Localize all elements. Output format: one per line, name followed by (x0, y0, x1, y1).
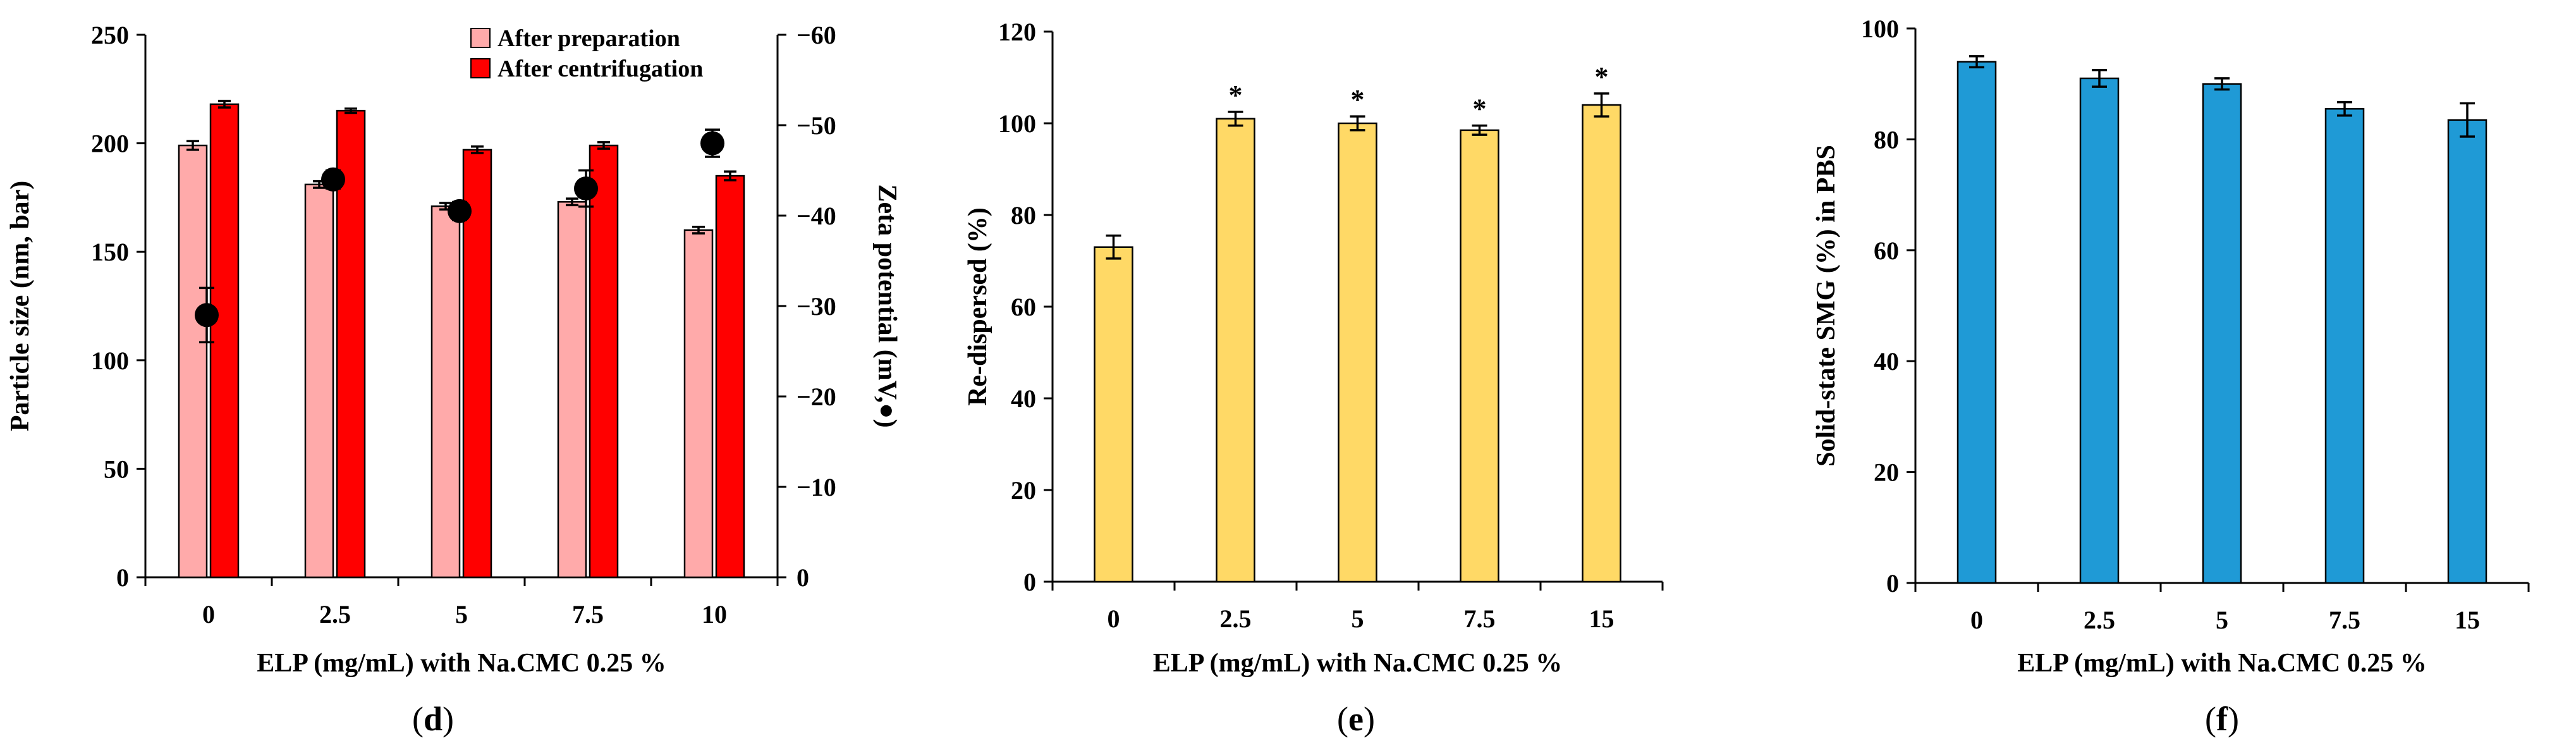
x-tick-label: 7.5 (2329, 606, 2360, 634)
legend-swatch (470, 58, 491, 78)
x-tick-label: 0 (202, 600, 215, 628)
bar-after-centrifugation (462, 149, 492, 579)
x-tick-label: 5 (455, 600, 468, 628)
bar-after-centrifugation (715, 175, 745, 579)
x-tick-label: 7.5 (1464, 604, 1496, 633)
x-axis-title: ELP (mg/mL) with Na.CMC 0.25 % (2017, 649, 2426, 678)
bar-after-centrifugation (209, 103, 240, 579)
panel-label: (e) (1337, 700, 1375, 738)
y-axis-right-title: Zeta potential (mV,●) (872, 184, 901, 427)
x-tick-label: 2.5 (2084, 606, 2115, 634)
y-tick-label: 40 (1874, 347, 1899, 376)
x-tick-label: 0 (1970, 606, 1983, 634)
zeta-point (448, 199, 472, 223)
y-right-tick-label: −10 (797, 473, 836, 501)
y-right-tick-label: −30 (797, 292, 836, 321)
y-tick-label: 60 (1874, 236, 1899, 265)
bar-solid-state-smg (2447, 119, 2487, 584)
significance-marker: * (1473, 94, 1487, 125)
bar-after-preparation (178, 144, 208, 579)
panel-label-letter: d (424, 700, 443, 738)
x-tick-label: 5 (2216, 606, 2228, 634)
bar-re-dispersed (1338, 122, 1377, 583)
bar-solid-state-smg (2079, 77, 2120, 584)
y-tick-label: 100 (998, 109, 1036, 138)
significance-marker: * (1595, 61, 1609, 92)
y-tick-label: 100 (91, 346, 129, 375)
y-axis-title: Solid-state SMG (%) in PBS (1812, 145, 1841, 467)
x-axis-title: ELP (mg/mL) with Na.CMC 0.25 % (257, 649, 666, 678)
zeta-point (195, 303, 219, 328)
y-tick-label: 0 (1886, 569, 1899, 598)
chart-panel-d: 0 50 100 150 200 250 0 2.5 5 7.5 10 ELP (mg/mL) wit… (6, 21, 901, 738)
y-right-tick-label: −60 (797, 21, 836, 49)
bar-after-preparation (557, 201, 587, 579)
y-tick-label: 80 (1011, 201, 1036, 230)
panel-label: (d) (412, 700, 454, 738)
y-right-tick-label: −40 (797, 202, 836, 230)
y-axis-title: Re-dispersed (%) (963, 207, 992, 406)
bar-solid-state-smg (2324, 107, 2365, 584)
panel-label-paren-open: ( (1337, 700, 1348, 738)
bar-re-dispersed (1460, 129, 1499, 583)
y-axis-title: Particle size (nm, bar) (6, 181, 35, 432)
y-tick-label: 20 (1874, 458, 1899, 487)
significance-marker: * (1351, 84, 1365, 115)
legend-swatch (470, 28, 491, 48)
zeta-point (574, 176, 598, 201)
y-tick-label: 100 (1861, 15, 1899, 43)
chart-panel-f: 0 20 40 60 80 100 0 2.5 5 7.5 15 ELP (mg/mL) with N… (1812, 15, 2530, 738)
y-tick-label: 0 (1023, 568, 1036, 596)
bar-re-dispersed (1094, 246, 1133, 583)
panel-label-paren-open: ( (412, 700, 424, 738)
bar-after-centrifugation (336, 109, 366, 579)
panel-label: (f) (2205, 700, 2239, 738)
x-tick-label: 15 (2455, 606, 2480, 634)
bar-solid-state-smg (2202, 83, 2242, 584)
x-tick-label: 7.5 (572, 600, 604, 628)
x-tick-label: 2.5 (319, 600, 351, 628)
x-tick-label: 0 (1108, 604, 1120, 633)
zeta-point (700, 131, 724, 156)
bar-after-centrifugation (589, 144, 619, 579)
chart-panel-e: 0 20 40 60 80 100 120 0 2.5 5 7.5 15 ELP (mg/mL) wit… (963, 18, 1664, 738)
y-tick-label: 20 (1011, 476, 1036, 505)
y-right-tick-label: −50 (797, 111, 836, 140)
y-tick-label: 60 (1011, 293, 1036, 321)
y-tick-label: 200 (91, 130, 129, 158)
y-tick-label: 50 (104, 455, 129, 483)
y-tick-label: 80 (1874, 125, 1899, 154)
x-tick-label: 2.5 (1220, 604, 1252, 633)
panel-label-paren-close: ) (1364, 700, 1375, 738)
x-tick-label: 10 (702, 600, 727, 628)
panel-label-paren-close: ) (2228, 700, 2239, 738)
bar-re-dispersed (1582, 104, 1621, 583)
panel-label-letter: f (2216, 700, 2228, 738)
bar-re-dispersed (1216, 118, 1255, 583)
panel-label-paren-close: ) (443, 700, 454, 738)
zeta-point (321, 167, 345, 192)
y-tick-label: 0 (116, 563, 129, 592)
x-tick-label: 5 (1352, 604, 1364, 633)
y-tick-label: 150 (91, 238, 129, 266)
y-right-tick-label: −20 (797, 383, 836, 411)
panel-label-letter: e (1348, 700, 1364, 738)
legend-label: After preparation (497, 25, 680, 52)
panel-label-paren-open: ( (2205, 700, 2216, 738)
y-right-tick-label: 0 (797, 563, 809, 592)
y-tick-label: 40 (1011, 384, 1036, 413)
x-axis-title: ELP (mg/mL) with Na.CMC 0.25 % (1153, 649, 1562, 678)
y-tick-label: 250 (91, 21, 129, 49)
y-tick-label: 120 (998, 18, 1036, 46)
bar-after-preparation (683, 229, 714, 579)
bar-after-preparation (430, 205, 461, 579)
bar-after-preparation (304, 183, 334, 579)
x-tick-label: 15 (1589, 604, 1615, 633)
legend-label: After centrifugation (497, 56, 703, 82)
significance-marker: * (1229, 80, 1243, 111)
bar-solid-state-smg (1956, 61, 1997, 584)
